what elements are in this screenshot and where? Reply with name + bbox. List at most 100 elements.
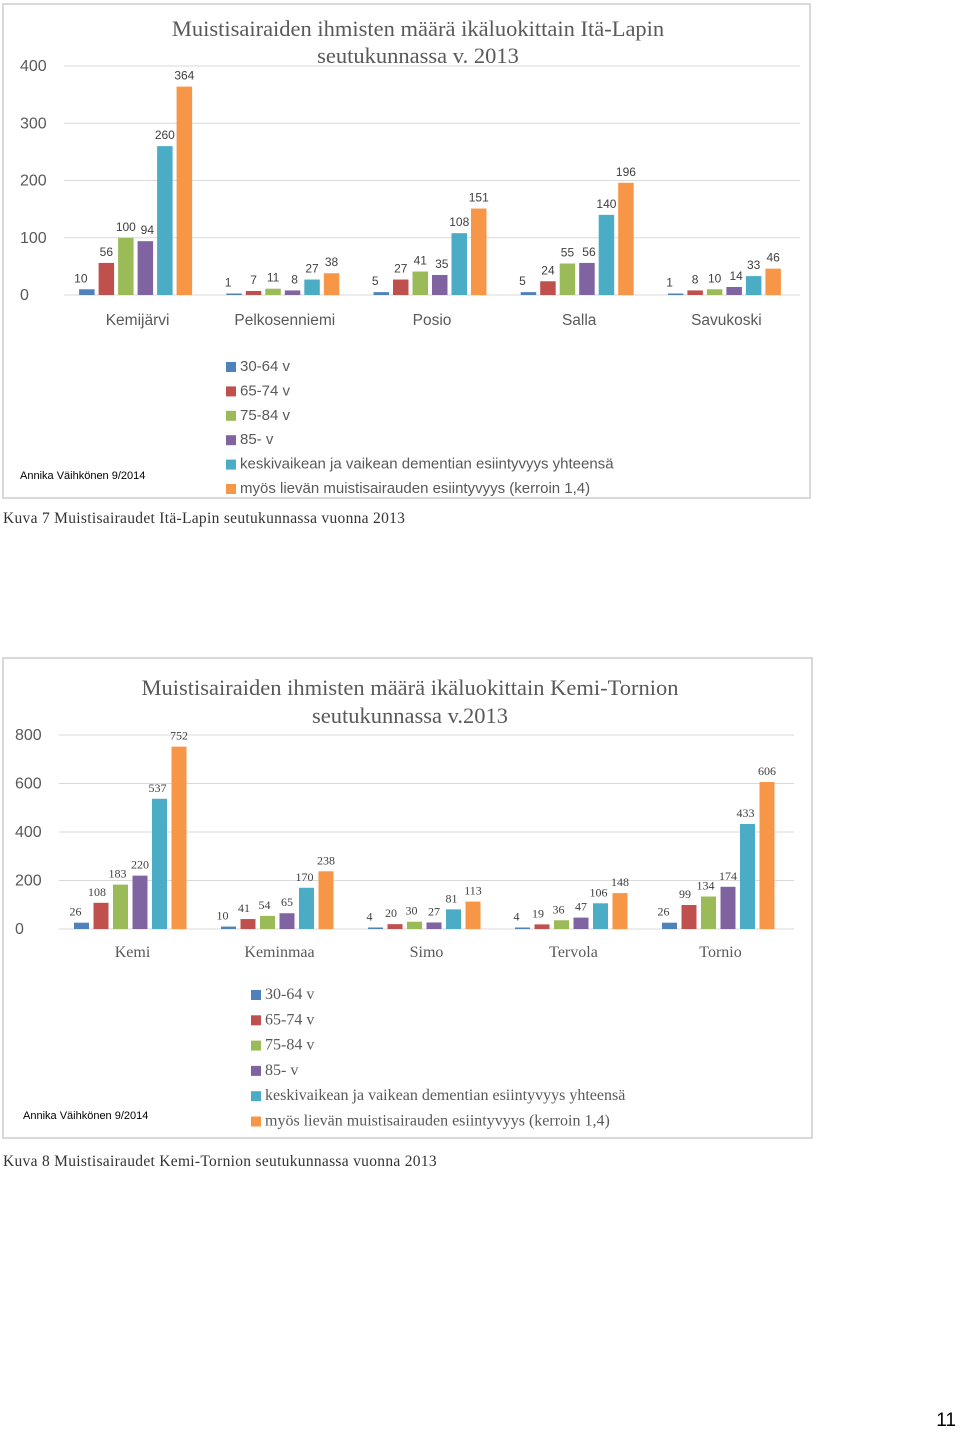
chart1-bar (393, 279, 409, 295)
chart1-data-label: 10 (74, 271, 88, 285)
chart2-bar (720, 886, 736, 929)
chart2-data-label: 220 (131, 858, 149, 872)
figure-caption-7: Kuva 7 Muistisairaudet Itä-Lapin seutuku… (3, 510, 406, 527)
chart2-bar (681, 904, 697, 929)
chart2-data-label: 30 (406, 904, 418, 918)
chart2-data-label: 174 (719, 869, 737, 883)
chart1-data-label: 24 (541, 263, 555, 277)
chart1-data-label: 196 (616, 165, 636, 179)
chart2-bar (368, 927, 383, 929)
chart1-data-label: 8 (291, 272, 298, 286)
chart1-bar (667, 293, 684, 295)
chart1-data-label: 140 (596, 197, 616, 211)
chart1-data-label: 5 (519, 274, 526, 288)
chart1-bar (432, 274, 448, 295)
chart2-data-label: 606 (758, 764, 776, 778)
chart2-data-label: 27 (428, 904, 440, 918)
chart2-bar (113, 884, 128, 929)
chart2-bar (132, 875, 148, 929)
chart2-data-label: 99 (679, 887, 691, 901)
chart2-bar (662, 922, 677, 929)
chart1-data-label: 7 (250, 273, 257, 287)
chart2-category-label: Tornio (699, 944, 741, 961)
chart1-bar (559, 263, 576, 295)
chart2-title-line-2: seutukunnassa v.2013 (312, 703, 508, 728)
chart1-bar (706, 289, 723, 295)
chart2-bar (740, 823, 755, 929)
chart1-data-label: 56 (100, 245, 114, 259)
chart1-bar (98, 262, 115, 295)
chart2-legend-swatch (251, 1065, 261, 1076)
chart2-data-label: 10 (217, 909, 229, 923)
chart1-bar (226, 293, 242, 295)
chart2-bar (74, 922, 89, 929)
chart2-bar (593, 903, 608, 929)
chart2-data-label: 106 (590, 885, 608, 899)
chart1-bar (471, 208, 487, 295)
chart1-bar (745, 276, 762, 295)
chart1-bar (451, 233, 467, 295)
chart1-data-label: 94 (141, 223, 155, 237)
chart2-bar (446, 909, 461, 929)
chart2-bar (171, 746, 187, 929)
chart1-bar (726, 286, 742, 295)
chart1-legend-swatch (226, 362, 236, 372)
chart1-ytick-label: 400 (20, 58, 47, 75)
chart1-legend-label: 85- v (240, 431, 274, 448)
chart1-legend-swatch (226, 459, 236, 470)
page-number: 11 (936, 1410, 956, 1431)
chart2-bar (93, 902, 109, 929)
chart1-bar (598, 214, 615, 295)
chart2-data-label: 19 (532, 906, 544, 920)
chart-ita-lappi-svg: Muistisairaiden ihmisten määrä ikäluokit… (20, 16, 800, 497)
chart1-ytick-label: 0 (20, 287, 29, 304)
chart2-bar (612, 893, 628, 929)
chart1-data-label: 10 (708, 271, 722, 285)
chart1-data-label: 27 (305, 262, 319, 276)
chart2-bar (573, 917, 589, 929)
chart1-bar (304, 279, 320, 295)
chart2-data-label: 4 (514, 910, 520, 924)
chart1-legend-swatch (226, 484, 236, 494)
chart1-legend-swatch (226, 410, 236, 421)
chart1-data-label: 5 (372, 274, 379, 288)
chart1-data-label: 14 (729, 269, 743, 283)
chart2-legend-swatch (251, 1116, 261, 1127)
chart1-bar (412, 271, 428, 295)
chart1-category-label: Pelkosenniemi (234, 312, 335, 329)
chart2-legend-swatch (251, 1091, 261, 1102)
chart1-bar (323, 273, 340, 295)
chart1-data-label: 1 (225, 276, 232, 290)
chart1-legend-label: 65-74 v (240, 382, 291, 399)
chart-kemi-tornio: Muistisairaiden ihmisten määrä ikäluokit… (2, 657, 813, 1139)
chart1-bar (540, 281, 556, 295)
chart2-legend-swatch (251, 1015, 261, 1026)
chart1-data-label: 27 (394, 262, 408, 276)
chart1-legend-swatch (226, 435, 236, 446)
chart2-category-label: Keminmaa (244, 944, 314, 961)
chart1-data-label: 35 (435, 257, 449, 271)
chart1-data-label: 55 (561, 246, 575, 260)
chart2-bar (534, 924, 550, 929)
chart2-bar (759, 782, 775, 929)
chart1-data-label: 33 (747, 258, 761, 272)
chart2-bar (279, 913, 295, 929)
chart2-bar (701, 896, 716, 929)
chart1-bar (520, 292, 537, 295)
chart1-data-label: 56 (582, 245, 596, 259)
chart1-bar (265, 288, 281, 295)
chart1-category-label: Savukoski (691, 312, 762, 329)
chart2-legend-label: keskivaikean ja vaikean dementian esiint… (265, 1087, 625, 1104)
chart1-ytick-label: 100 (20, 230, 47, 247)
chart1-bar (79, 289, 95, 295)
chart2-legend-label: 85- v (265, 1062, 298, 1079)
chart1-bar (579, 262, 595, 295)
chart2-ytick-label: 800 (15, 727, 42, 744)
chart2-data-label: 433 (737, 806, 755, 820)
chart2-ytick-label: 400 (15, 824, 42, 841)
chart1-bar (373, 292, 389, 295)
chart2-legend-label: 65-74 v (265, 1011, 314, 1028)
chart1-ytick-label: 200 (20, 173, 47, 190)
chart2-data-label: 41 (238, 901, 250, 915)
figure-caption-8: Kuva 8 Muistisairaudet Kemi-Tornion seut… (3, 1153, 437, 1170)
